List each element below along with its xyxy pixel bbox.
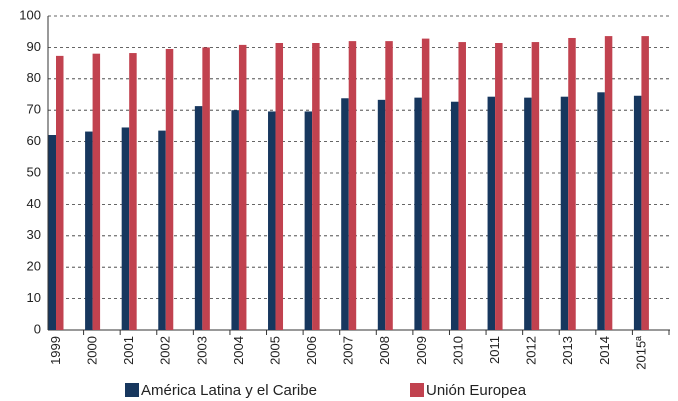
y-tick-label: 100 <box>19 7 41 22</box>
x-tick-label: 2002 <box>158 336 173 365</box>
x-tick-label: 2010 <box>450 336 465 365</box>
bar <box>238 44 247 330</box>
bar <box>385 41 393 331</box>
bar <box>85 131 93 330</box>
bar <box>312 43 320 331</box>
legend-swatch <box>410 383 424 397</box>
x-tick-label: 2000 <box>85 336 100 365</box>
bar <box>121 127 130 330</box>
x-tick-label: 2006 <box>304 336 319 365</box>
bar <box>165 48 174 330</box>
bar <box>129 53 137 330</box>
bar <box>56 55 64 331</box>
x-tick-label: 2007 <box>341 336 356 365</box>
y-tick-label: 40 <box>27 196 41 211</box>
bar <box>633 95 642 330</box>
x-tick-label: 2003 <box>194 336 209 365</box>
bar <box>341 98 349 330</box>
y-tick-label: 10 <box>27 290 41 305</box>
legend-swatch <box>125 383 139 397</box>
bar <box>348 41 357 331</box>
x-tick-label: 2005 <box>267 336 282 365</box>
bar <box>421 38 430 330</box>
bar <box>202 47 210 331</box>
bar <box>568 37 576 330</box>
bar <box>158 130 166 330</box>
y-tick-label: 90 <box>27 39 41 54</box>
bar <box>604 36 613 330</box>
x-tick-label: 2015ª <box>633 336 648 370</box>
bar <box>414 97 422 330</box>
y-tick-label: 60 <box>27 133 41 148</box>
legend-label: América Latina y el Caribe <box>141 382 317 399</box>
y-tick-label: 50 <box>27 164 41 179</box>
x-tick-label: 2013 <box>560 336 575 365</box>
bar <box>524 97 532 330</box>
bar <box>304 111 313 331</box>
x-tick-label: 2008 <box>377 336 392 365</box>
x-tick-label: 2014 <box>597 336 612 365</box>
bar <box>450 101 459 330</box>
y-tick-label: 0 <box>34 321 41 336</box>
bar <box>231 110 239 330</box>
y-tick-label: 20 <box>27 259 41 274</box>
bar <box>495 43 503 331</box>
y-tick-label: 80 <box>27 70 41 85</box>
bar <box>597 92 605 330</box>
bar <box>487 96 496 330</box>
bar <box>641 36 649 330</box>
bar <box>268 111 276 331</box>
bar <box>377 99 386 330</box>
legend-label: Unión Europea <box>426 382 527 399</box>
bar <box>458 42 466 330</box>
bar <box>48 135 56 330</box>
bar <box>275 43 284 331</box>
bar <box>560 96 569 330</box>
bar <box>531 42 540 330</box>
x-tick-label: 2012 <box>524 336 539 365</box>
x-tick-label: 1999 <box>48 336 63 365</box>
bar <box>92 53 101 331</box>
x-tick-label: 2001 <box>121 336 136 365</box>
x-tick-label: 2011 <box>487 336 502 364</box>
x-tick-label: 2009 <box>414 336 429 365</box>
bar <box>194 106 203 330</box>
x-tick-label: 2004 <box>231 336 246 365</box>
y-tick-label: 70 <box>27 102 41 117</box>
y-tick-label: 30 <box>27 227 41 242</box>
